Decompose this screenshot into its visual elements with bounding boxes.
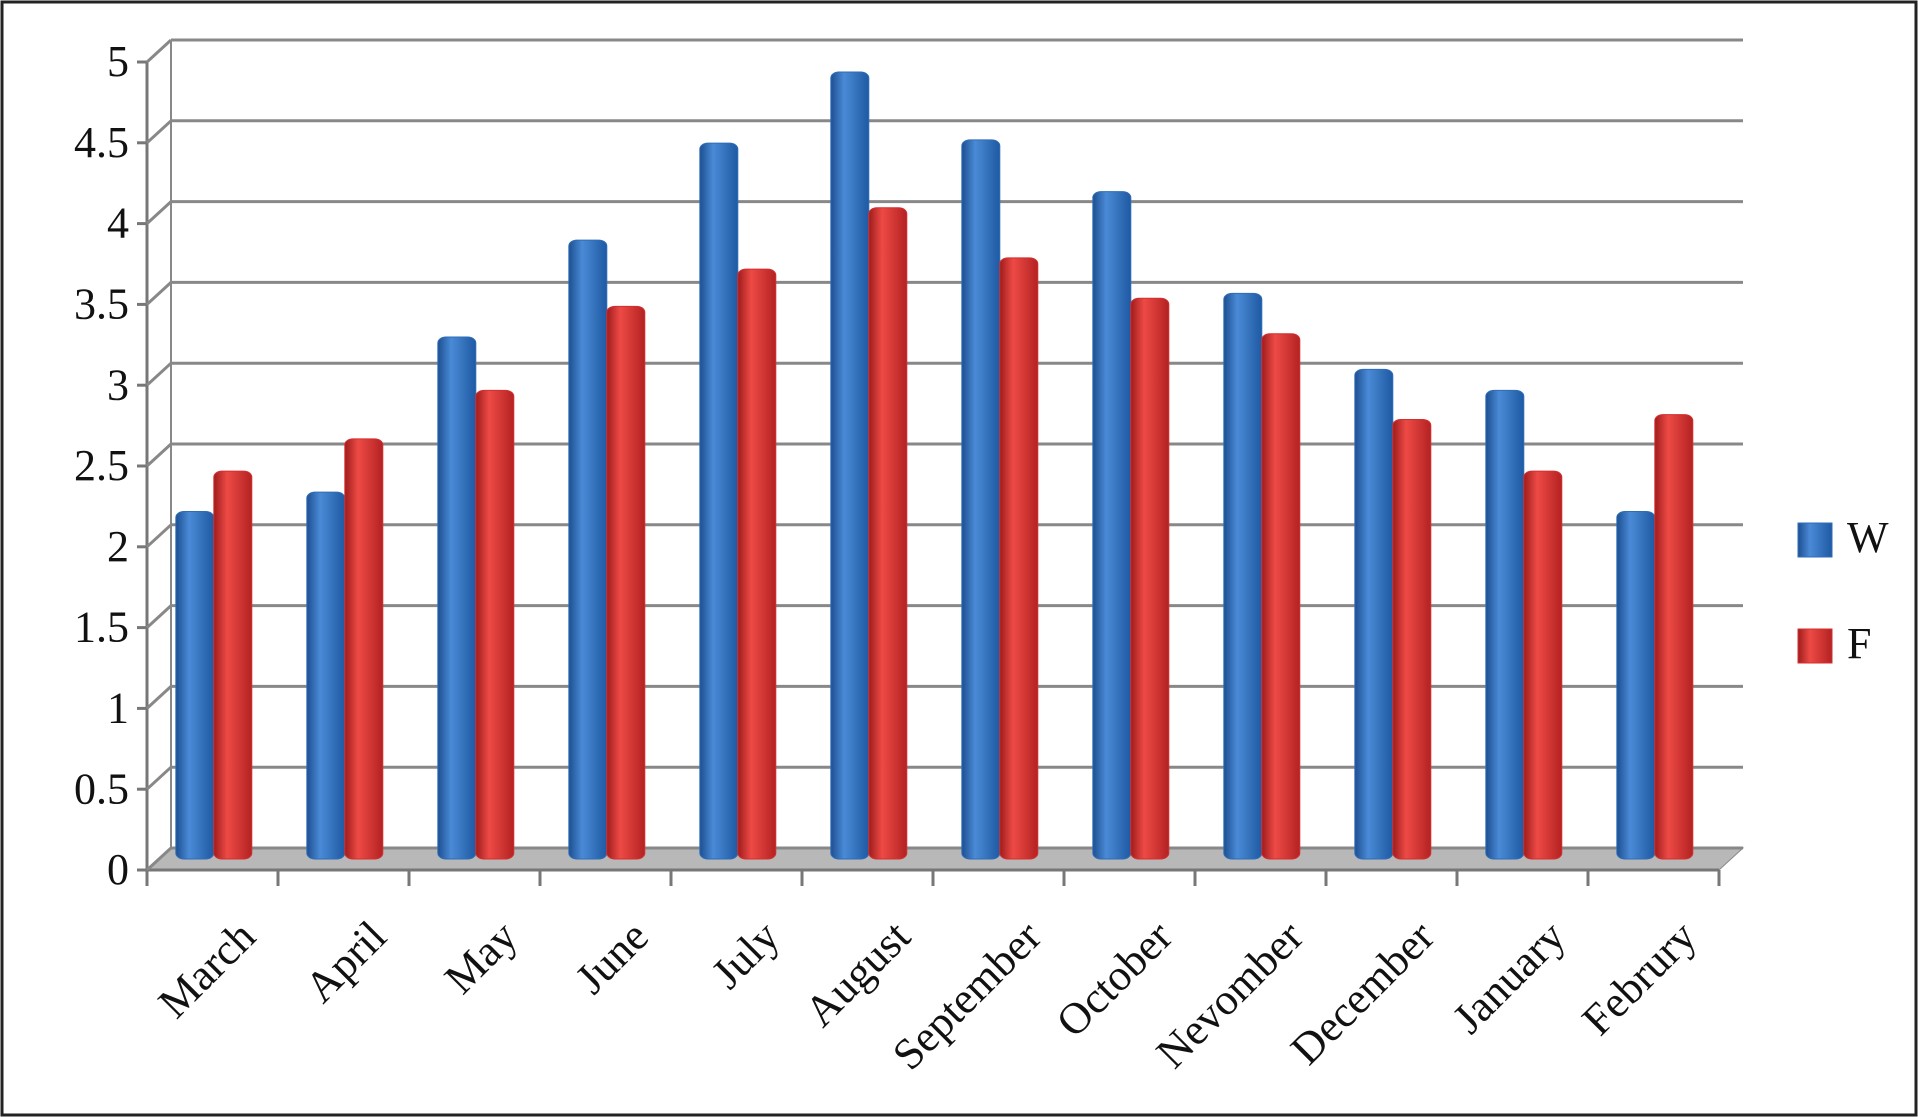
bar <box>213 470 253 860</box>
bar <box>606 305 646 860</box>
x-tick-label: October <box>1047 911 1182 1046</box>
bar <box>868 207 908 860</box>
y-tick-label: 3 <box>107 360 129 409</box>
bar <box>1392 418 1432 860</box>
grid-slant <box>145 685 173 710</box>
grid-slant <box>145 442 173 468</box>
y-tick-label: 4.5 <box>74 118 129 167</box>
x-tick-label: Februry <box>1573 912 1706 1045</box>
bar <box>999 257 1039 860</box>
x-tick-label: June <box>566 912 658 1004</box>
y-tick-label: 3.5 <box>74 279 129 328</box>
bar <box>1223 292 1263 860</box>
y-tick-label: 0.5 <box>74 764 129 813</box>
grid-slant <box>145 200 173 225</box>
bar <box>699 142 739 860</box>
bar <box>1616 511 1656 860</box>
y-tick-label: 2.5 <box>74 441 129 490</box>
legend-swatch <box>1797 522 1833 558</box>
bar <box>306 491 346 860</box>
grid-slant <box>145 523 173 548</box>
bar <box>175 511 215 860</box>
y-tick-label: 5 <box>107 37 129 86</box>
x-tick-label: April <box>295 912 395 1012</box>
x-tick-label: July <box>702 912 789 999</box>
bar <box>1130 297 1170 860</box>
y-tick-label: 1.5 <box>74 603 129 652</box>
bar <box>830 71 870 860</box>
legend-label: W <box>1847 513 1889 562</box>
grid-slant <box>145 281 173 306</box>
x-tick-label: August <box>795 912 920 1037</box>
bar <box>737 268 777 860</box>
x-tick-label: May <box>435 912 527 1004</box>
bar <box>1092 191 1132 860</box>
grid-slant <box>145 38 173 64</box>
bar <box>1523 470 1563 860</box>
grid-slant <box>145 766 173 791</box>
x-tick-label: March <box>149 912 265 1028</box>
bar <box>961 139 1001 860</box>
legend-swatch <box>1797 628 1833 664</box>
bar <box>437 336 477 860</box>
y-tick-label: 2 <box>107 522 129 571</box>
y-tick-label: 0 <box>107 845 129 894</box>
y-tick-label: 4 <box>107 199 129 248</box>
bar <box>1654 414 1694 860</box>
grid-slant <box>145 119 173 144</box>
y-tick-label: 1 <box>107 683 129 732</box>
bar <box>1485 389 1525 860</box>
bar <box>1261 333 1301 860</box>
bar <box>568 239 608 860</box>
bar <box>344 438 384 860</box>
bar <box>475 389 515 860</box>
x-tick-label: January <box>1443 912 1574 1043</box>
grid-slant <box>145 846 173 872</box>
legend-label: F <box>1847 619 1871 668</box>
grid-slant <box>145 604 173 629</box>
x-tick-label: December <box>1281 911 1444 1074</box>
bar <box>1354 368 1394 860</box>
grid-slant <box>145 362 173 387</box>
